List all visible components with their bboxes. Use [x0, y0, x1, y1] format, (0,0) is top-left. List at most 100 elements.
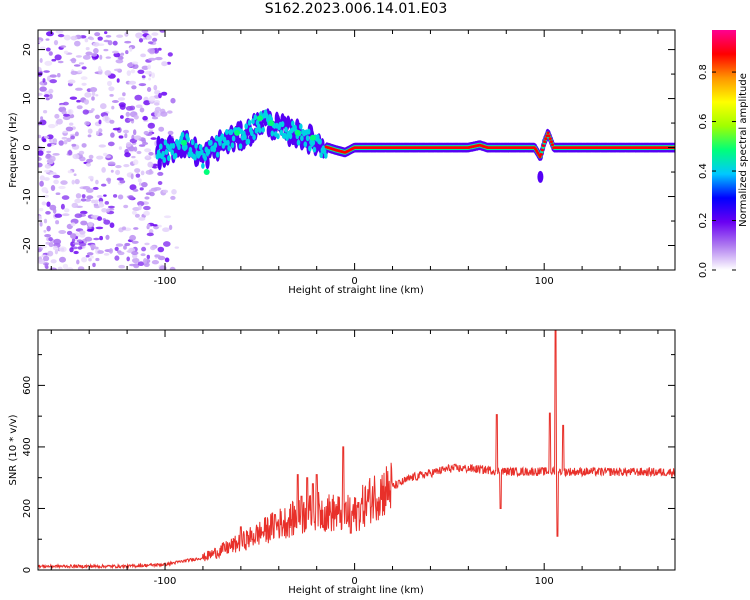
noise-blob — [151, 72, 156, 79]
noise-blob — [145, 155, 150, 159]
noise-blob — [101, 208, 108, 213]
noise-blob — [62, 263, 69, 270]
ridge-middle — [170, 149, 174, 156]
noise-blob — [131, 85, 137, 90]
noise-blob — [139, 107, 145, 113]
noise-blob — [135, 173, 141, 178]
ridge-middle — [246, 138, 251, 145]
noise-blob — [75, 193, 82, 199]
colorbar-tick-label: 0.8 — [698, 64, 709, 80]
noise-blob — [107, 40, 113, 46]
ridge-core — [538, 155, 542, 159]
noise-blob — [149, 191, 155, 197]
noise-blob — [84, 92, 92, 98]
noise-blob — [157, 171, 164, 176]
ridge-core — [546, 131, 550, 135]
noise-blob — [170, 195, 176, 200]
noise-blob — [89, 87, 98, 93]
noise-blob — [146, 34, 153, 41]
noise-blob — [67, 109, 74, 115]
ridge-middle — [247, 119, 252, 126]
noise-blob — [43, 255, 50, 262]
ridge-core — [543, 140, 547, 144]
noise-blob — [74, 131, 79, 137]
ridge-hotspot — [256, 115, 263, 122]
noise-blob — [55, 30, 64, 34]
noise-blob — [46, 201, 51, 207]
ridge-middle — [230, 142, 235, 149]
noise-blob — [93, 237, 100, 241]
noise-blob — [132, 257, 140, 264]
noise-blob — [44, 169, 50, 173]
noise-blob — [86, 195, 94, 200]
noise-blob — [52, 208, 57, 214]
ridge-middle — [319, 152, 324, 159]
noise-blob — [78, 242, 87, 247]
noise-blob — [143, 210, 150, 216]
noise-blob — [129, 47, 133, 52]
ridge-middle — [186, 136, 190, 143]
noise-blob — [137, 69, 145, 75]
ridge-middle — [231, 135, 236, 142]
ridge-middle — [288, 133, 293, 140]
noise-blob — [38, 215, 43, 221]
noise-blob — [98, 144, 107, 148]
noise-blob — [171, 189, 177, 195]
noise-blob — [103, 219, 111, 225]
noise-blob — [60, 180, 68, 185]
noise-blob — [80, 198, 87, 202]
noise-blob — [49, 93, 53, 100]
noise-blob — [117, 251, 125, 256]
noise-blob — [124, 242, 131, 247]
ridge-outer — [286, 115, 291, 129]
noise-blob — [39, 207, 44, 212]
noise-blob — [116, 34, 124, 38]
y-tick-label: 10 — [22, 92, 33, 105]
ridge-middle — [190, 139, 195, 146]
ridge-middle — [200, 149, 204, 156]
noise-blob — [62, 101, 69, 106]
noise-blob — [138, 38, 144, 43]
noise-blob — [91, 91, 96, 96]
noise-blob — [89, 37, 95, 41]
colorbar-tick-label: 0.6 — [698, 114, 709, 130]
noise-blob — [86, 252, 94, 256]
noise-blob — [157, 181, 163, 185]
noise-blob — [138, 144, 146, 147]
noise-blob — [93, 48, 99, 54]
noise-blob — [73, 64, 81, 67]
noise-blob — [54, 213, 63, 218]
noise-blob — [85, 47, 90, 51]
noise-blob — [111, 105, 115, 110]
noise-blob — [158, 126, 165, 132]
noise-blob — [141, 182, 148, 188]
noise-blob — [57, 34, 65, 38]
noise-blob — [38, 150, 44, 156]
noise-blob — [124, 40, 132, 44]
noise-blob — [43, 135, 50, 139]
noise-blob — [88, 258, 92, 262]
ridge-middle — [303, 141, 308, 148]
x-tick-label: -100 — [154, 276, 177, 287]
y-tick-label: 200 — [22, 499, 33, 518]
noise-blob — [38, 146, 43, 151]
noise-blob — [167, 52, 173, 57]
noise-blob — [46, 158, 54, 164]
noise-blob — [55, 192, 61, 195]
noise-blob — [82, 109, 90, 115]
noise-blob — [58, 185, 66, 190]
noise-blob — [104, 115, 109, 121]
noise-blob — [62, 213, 70, 217]
ridge-middle — [226, 139, 230, 146]
noise-blob — [84, 198, 92, 202]
noise-blob — [104, 201, 110, 205]
ridge-core — [549, 140, 554, 144]
noise-blob — [74, 178, 80, 185]
ridge-middle — [198, 144, 203, 151]
noise-blob — [78, 62, 85, 65]
noise-blob — [61, 136, 68, 140]
noise-blob — [103, 48, 109, 52]
noise-blob — [135, 104, 143, 109]
noise-blob — [61, 195, 70, 200]
noise-blob — [106, 208, 110, 213]
